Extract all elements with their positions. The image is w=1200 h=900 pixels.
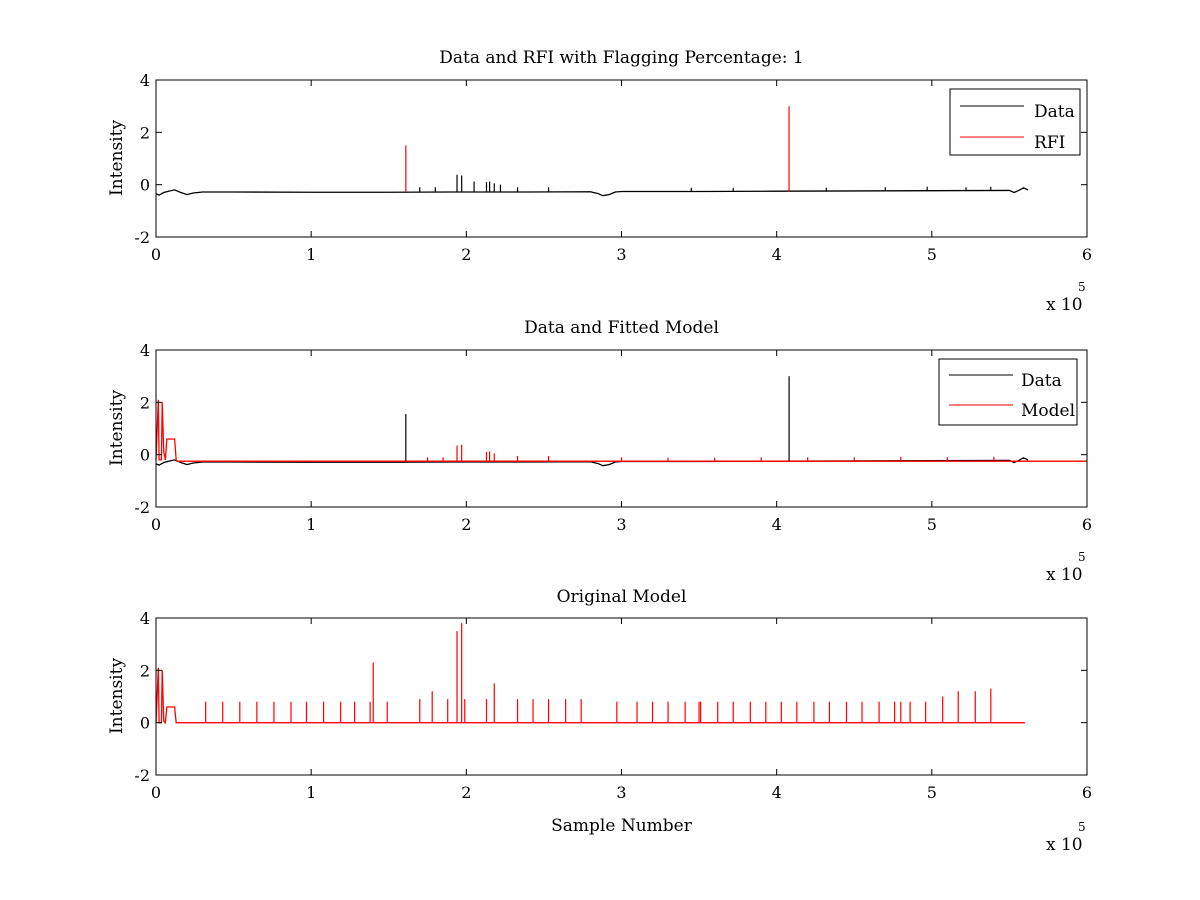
panel-2-legend: Data Model [938, 358, 1078, 426]
legend-entry-data: Data [1034, 102, 1075, 122]
panel-3-ylabel: Intensity [107, 658, 127, 734]
legend-box [949, 88, 1081, 156]
x-tick-label: 3 [616, 245, 626, 264]
panel-3-title: Original Model [557, 587, 687, 607]
legend-entry-rfi: RFI [1034, 133, 1065, 153]
panel-1-ylabel: Intensity [107, 120, 127, 196]
x-tick-label: 4 [772, 783, 782, 802]
x-tick-label: 5 [927, 245, 937, 264]
panel-1-title: Data and RFI with Flagging Percentage: 1 [439, 48, 803, 68]
x-tick-label: 1 [306, 245, 316, 264]
x-tick-label: 4 [772, 515, 782, 534]
x-tick-label: 6 [1082, 783, 1092, 802]
panel-3-x-exponent-power: 5 [1078, 820, 1086, 834]
x-tick-label: 4 [772, 245, 782, 264]
x-tick-label: 0 [151, 515, 161, 534]
x-tick-label: 1 [306, 515, 316, 534]
x-tick-label: 6 [1082, 515, 1092, 534]
y-tick-label: 0 [140, 176, 150, 195]
panel-1-x-exponent-power: 5 [1078, 280, 1086, 294]
x-tick-label: 2 [461, 245, 471, 264]
y-tick-label: -2 [134, 766, 150, 785]
y-tick-label: 2 [140, 661, 150, 680]
y-tick-label: 4 [140, 609, 150, 628]
x-tick-label: 3 [616, 783, 626, 802]
y-tick-label: -2 [134, 228, 150, 247]
x-tick-label: 0 [151, 245, 161, 264]
y-tick-label: 2 [140, 393, 150, 412]
panel-1-legend: Data RFI [949, 88, 1081, 156]
x-tick-label: 5 [927, 783, 937, 802]
panel-3-x-exponent-base: x 10 [1046, 835, 1083, 855]
series-line-data [155, 187, 1029, 197]
y-tick-label: -2 [134, 498, 150, 517]
y-tick-label: 4 [140, 341, 150, 360]
x-tick-label: 5 [927, 515, 937, 534]
panel-2-ylabel: Intensity [107, 390, 127, 466]
legend-entry-model: Model [1021, 401, 1075, 421]
x-tick-label: 2 [461, 515, 471, 534]
y-tick-label: 0 [140, 714, 150, 733]
legend-entry-data: Data [1021, 371, 1062, 391]
x-tick-label: 0 [151, 783, 161, 802]
panel-2-x-exponent-base: x 10 [1046, 565, 1083, 585]
x-tick-label: 1 [306, 783, 316, 802]
x-tick-label: 2 [461, 783, 471, 802]
panel-2-x-exponent-power: 5 [1078, 550, 1086, 564]
y-tick-label: 2 [140, 123, 150, 142]
x-tick-label: 3 [616, 515, 626, 534]
panel-1-x-exponent-base: x 10 [1046, 295, 1083, 315]
y-tick-label: 4 [140, 71, 150, 90]
legend-box [938, 358, 1078, 426]
y-tick-label: 0 [140, 446, 150, 465]
panel-3-xlabel: Sample Number [551, 816, 693, 836]
series-line-model [155, 399, 1087, 462]
panel-2-title: Data and Fitted Model [524, 318, 719, 338]
x-tick-label: 6 [1082, 245, 1092, 264]
